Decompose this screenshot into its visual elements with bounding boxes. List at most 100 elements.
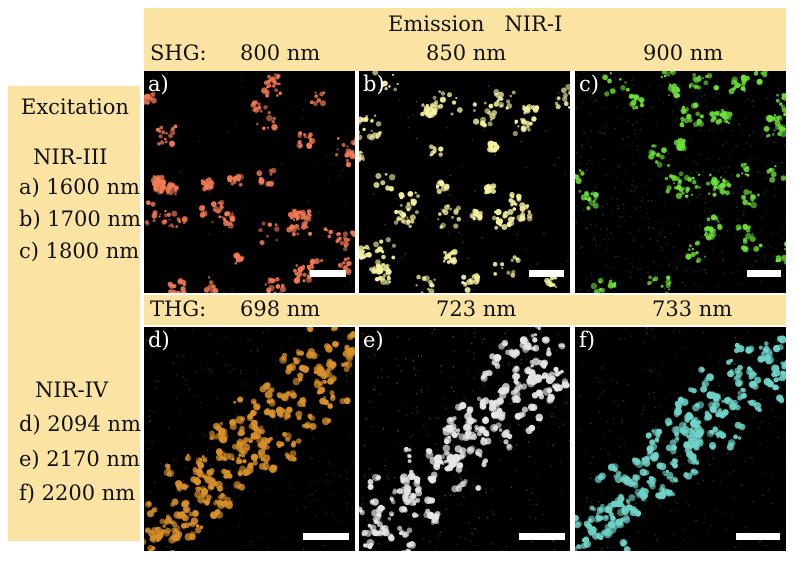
speckle	[374, 248, 379, 254]
speckle	[675, 192, 683, 199]
excitation-item-b: b) 1700 nm	[19, 207, 141, 231]
speckle	[717, 184, 724, 191]
noise-pixel	[706, 392, 708, 394]
speckle	[771, 372, 776, 378]
noise-pixel	[635, 502, 637, 504]
speckle	[763, 377, 772, 386]
noise-pixel	[381, 377, 383, 379]
speckle	[491, 110, 498, 116]
speckle	[473, 118, 480, 125]
speckle	[343, 257, 348, 262]
noise-pixel	[588, 76, 590, 78]
noise-pixel	[598, 501, 600, 503]
speckle	[648, 275, 653, 280]
noise-pixel	[537, 495, 539, 497]
speckle	[493, 272, 497, 276]
noise-pixel	[558, 92, 560, 94]
noise-pixel	[604, 159, 606, 161]
noise-pixel	[316, 388, 318, 390]
noise-pixel	[718, 425, 720, 428]
speckle	[744, 247, 747, 250]
noise-pixel	[755, 84, 757, 86]
noise-pixel	[176, 355, 178, 357]
noise-pixel	[635, 465, 637, 467]
speckle	[166, 192, 169, 195]
speckle	[610, 515, 616, 522]
image-panel-d: d)	[144, 327, 355, 551]
thg-wavelength-2: 723 nm	[436, 297, 517, 321]
speckle	[239, 425, 245, 432]
speckle	[773, 114, 777, 117]
noise-pixel	[200, 492, 202, 495]
speckle	[217, 201, 220, 205]
speckle	[146, 93, 151, 98]
speckle	[674, 431, 680, 437]
speckle	[519, 215, 526, 222]
noise-pixel	[498, 416, 500, 418]
speckle	[170, 127, 175, 131]
speckle	[250, 419, 258, 427]
noise-pixel	[734, 415, 736, 417]
speckle	[554, 285, 558, 289]
noise-pixel	[631, 263, 633, 265]
noise-pixel	[269, 181, 272, 183]
speckle	[372, 473, 380, 482]
speckle	[533, 333, 538, 337]
noise-pixel	[590, 502, 592, 504]
speckle	[233, 400, 237, 404]
noise-pixel	[236, 125, 238, 128]
noise-pixel	[720, 218, 722, 220]
speckle	[192, 467, 198, 473]
speckle	[738, 423, 746, 431]
noise-pixel	[661, 249, 663, 252]
noise-pixel	[683, 463, 685, 465]
noise-pixel	[529, 488, 531, 490]
speckle	[169, 140, 174, 146]
noise-pixel	[761, 74, 763, 76]
speckle	[184, 500, 190, 506]
speckle	[155, 127, 160, 132]
noise-pixel	[667, 494, 669, 496]
noise-pixel	[228, 364, 230, 366]
speckle	[295, 277, 299, 281]
speckle	[618, 495, 622, 500]
noise-pixel	[194, 288, 196, 290]
noise-pixel	[636, 121, 638, 123]
speckle	[274, 88, 278, 92]
speckle	[330, 394, 336, 399]
noise-pixel	[474, 434, 476, 436]
speckle	[467, 406, 471, 410]
noise-pixel	[660, 231, 662, 234]
speckle	[740, 86, 746, 91]
speckle	[385, 185, 391, 191]
speckle	[296, 232, 300, 236]
noise-pixel	[686, 501, 688, 503]
speckle	[507, 209, 514, 215]
noise-pixel	[683, 281, 685, 284]
noise-pixel	[180, 411, 182, 413]
noise-pixel	[239, 99, 241, 101]
noise-pixel	[729, 154, 731, 156]
noise-pixel	[636, 186, 638, 188]
noise-pixel	[677, 455, 679, 458]
noise-pixel	[188, 521, 190, 523]
speckle	[473, 278, 480, 285]
speckle	[171, 225, 175, 229]
noise-pixel	[755, 377, 758, 379]
speckle	[438, 179, 444, 185]
noise-pixel	[178, 364, 180, 366]
noise-pixel	[731, 511, 733, 513]
noise-pixel	[467, 373, 469, 375]
speckle	[204, 181, 210, 187]
speckle	[659, 154, 665, 160]
noise-pixel	[631, 335, 633, 337]
noise-pixel	[237, 525, 239, 527]
speckle	[161, 181, 164, 185]
noise-pixel	[597, 546, 599, 549]
speckle	[475, 485, 481, 491]
speckle	[785, 262, 786, 265]
speckle	[581, 538, 586, 542]
noise-pixel	[588, 289, 590, 291]
noise-pixel	[581, 143, 583, 145]
speckle	[266, 126, 270, 129]
